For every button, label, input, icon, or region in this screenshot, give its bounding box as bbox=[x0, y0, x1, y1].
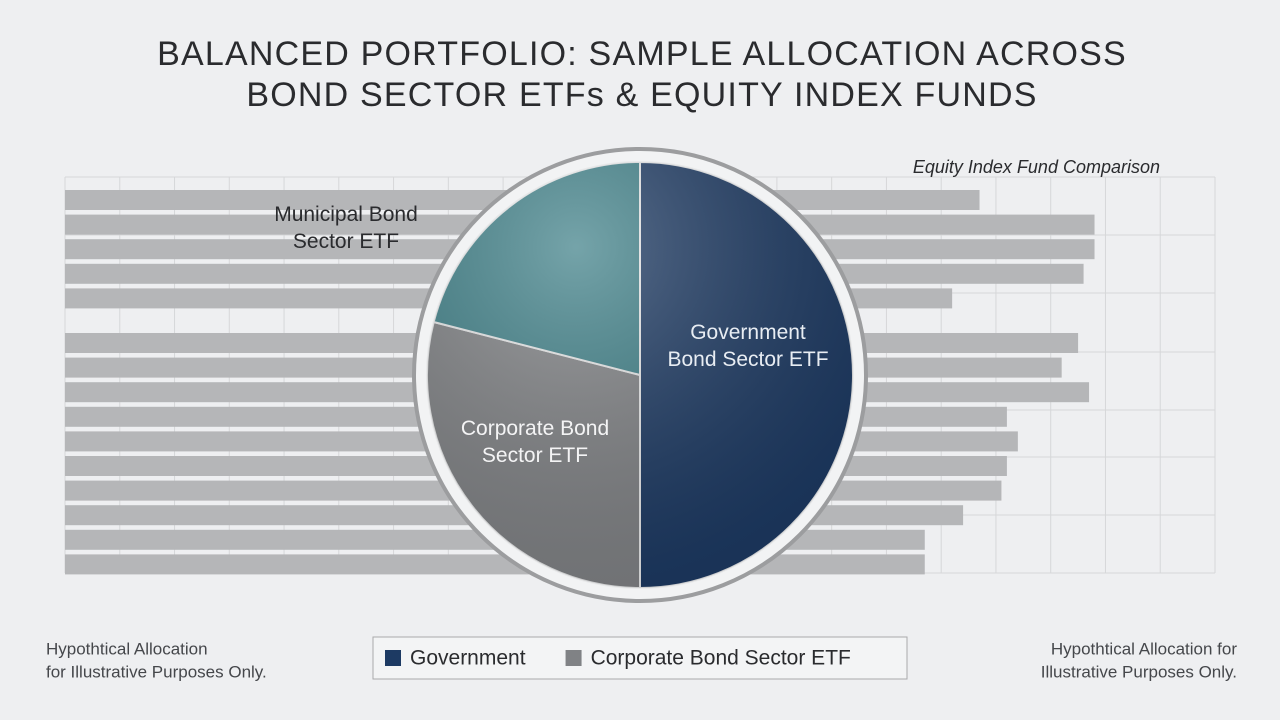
slice-label: Corporate Bond bbox=[461, 417, 609, 440]
chart-title: BOND SECTOR ETFs & EQUITY INDEX FUNDS bbox=[246, 76, 1037, 114]
footnote: Hypothtical Allocation bbox=[46, 639, 208, 658]
labels: Government Bond Sector ETF Corporate Bond S… bbox=[46, 35, 1237, 682]
slice-label: Bond Sector ETF bbox=[667, 348, 828, 371]
pie-chart bbox=[426, 160, 854, 590]
legend-box bbox=[372, 636, 908, 680]
slice-label: Municipal Bond bbox=[274, 203, 418, 226]
slice-label: Sector ETF bbox=[482, 444, 588, 467]
legend-swatch bbox=[385, 650, 401, 666]
slice-label: Government bbox=[690, 321, 806, 344]
slice-label: Sector ETF bbox=[293, 230, 399, 253]
legend-swatch bbox=[565, 650, 582, 666]
bar bbox=[65, 554, 925, 575]
legend-label: Corporate Bond Sector ETF bbox=[591, 647, 851, 670]
bar-chart-title: Equity Index Fund Comparison bbox=[913, 157, 1160, 177]
footnote: for Illustrative Purposes Only. bbox=[46, 662, 267, 681]
footnote: Illustrative Purposes Only. bbox=[1041, 662, 1237, 681]
chart-title: BALANCED PORTFOLIO: SAMPLE ALLOCATION AC… bbox=[157, 35, 1127, 73]
legend-label: Government bbox=[410, 647, 526, 670]
footnote: Hypothtical Allocation for bbox=[1051, 639, 1237, 658]
